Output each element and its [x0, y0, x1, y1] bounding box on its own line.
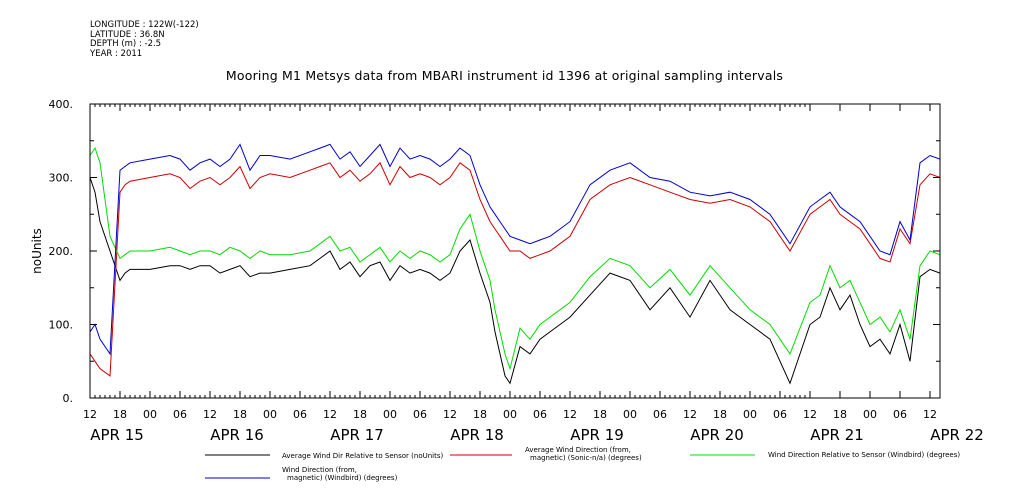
- x-tick-label: 12: [803, 408, 817, 421]
- day-label: APR 21: [810, 426, 864, 444]
- y-tick-label: 0.: [63, 392, 74, 405]
- x-tick-label: 18: [233, 408, 247, 421]
- x-tick-label: 06: [653, 408, 667, 421]
- x-tick-label: 06: [533, 408, 547, 421]
- day-label: APR 19: [570, 426, 624, 444]
- series-line-2: [89, 161, 941, 377]
- x-tick-label: 06: [413, 408, 427, 421]
- x-tick-label: 00: [503, 408, 517, 421]
- x-tick-label: 12: [563, 408, 577, 421]
- x-tick-label: 00: [383, 408, 397, 421]
- depth-text: DEPTH (m) : -2.5: [90, 39, 162, 49]
- day-label: APR 15: [90, 426, 144, 444]
- x-tick-label: 06: [293, 408, 307, 421]
- legend-label-2-line2: magnetic) (Sonic-n/a) (degrees): [530, 454, 642, 462]
- series-lines: [89, 143, 941, 385]
- x-tick-label: 06: [773, 408, 787, 421]
- y-tick-label: 200.: [49, 245, 74, 258]
- metadata-header: LONGITUDE : 122W(-122) LATITUDE : 36.8N …: [90, 20, 199, 59]
- axis-ticks: 0. 100. 200. 300. 400. 12 18 00 06 12 18 00 06 12 18 00…: [49, 98, 984, 444]
- year-text: YEAR : 2011: [90, 48, 143, 59]
- x-tick-label: 12: [83, 408, 97, 421]
- x-tick-label: 18: [113, 408, 127, 421]
- x-tick-label: 12: [683, 408, 697, 421]
- day-label: APR 17: [330, 426, 384, 444]
- day-label: APR 18: [450, 426, 504, 444]
- x-tick-label: 06: [173, 408, 187, 421]
- y-tick-label: 300.: [49, 172, 74, 185]
- legend-label-4-line1: Wind Direction (from,: [282, 466, 357, 474]
- x-tick-label: 12: [443, 408, 457, 421]
- legend-label-2-line1: Average Wind Direction (from,: [525, 446, 631, 454]
- legend: Average Wind Dir Relative to Sensor (noU…: [205, 446, 960, 482]
- x-tick-label: 18: [593, 408, 607, 421]
- x-tick-label: 00: [743, 408, 757, 421]
- x-tick-label: 18: [353, 408, 367, 421]
- x-tick-label: 18: [833, 408, 847, 421]
- x-tick-label: 12: [203, 408, 217, 421]
- x-tick-label: 06: [893, 408, 907, 421]
- series-line-3: [89, 146, 941, 371]
- x-tick-label: 12: [323, 408, 337, 421]
- legend-label-4-line2: magnetic) (Windbird) (degrees): [287, 474, 398, 482]
- x-tick-label: 18: [473, 408, 487, 421]
- legend-label-1: Average Wind Dir Relative to Sensor (noU…: [282, 452, 443, 460]
- x-tick-label: 00: [143, 408, 157, 421]
- longitude-text: LONGITUDE : 122W(-122): [90, 20, 199, 30]
- series-line-4: [89, 143, 941, 356]
- x-tick-label: 00: [263, 408, 277, 421]
- series-line-1: [89, 177, 941, 385]
- x-tick-label: 00: [863, 408, 877, 421]
- x-tick-label: 12: [923, 408, 937, 421]
- y-tick-label: 400.: [49, 98, 74, 111]
- day-label: APR 22: [930, 426, 984, 444]
- legend-label-3: Wind Direction Relative to Sensor (Windb…: [768, 451, 960, 459]
- chart-title: Mooring M1 Metsys data from MBARI instru…: [225, 68, 784, 83]
- x-tick-label: 18: [713, 408, 727, 421]
- day-label: APR 20: [690, 426, 744, 444]
- y-axis-label: noUnits: [30, 228, 44, 274]
- y-tick-label: 100.: [49, 319, 74, 332]
- day-label: APR 16: [210, 426, 264, 444]
- latitude-text: LATITUDE : 36.8N: [90, 29, 165, 40]
- x-tick-label: 00: [623, 408, 637, 421]
